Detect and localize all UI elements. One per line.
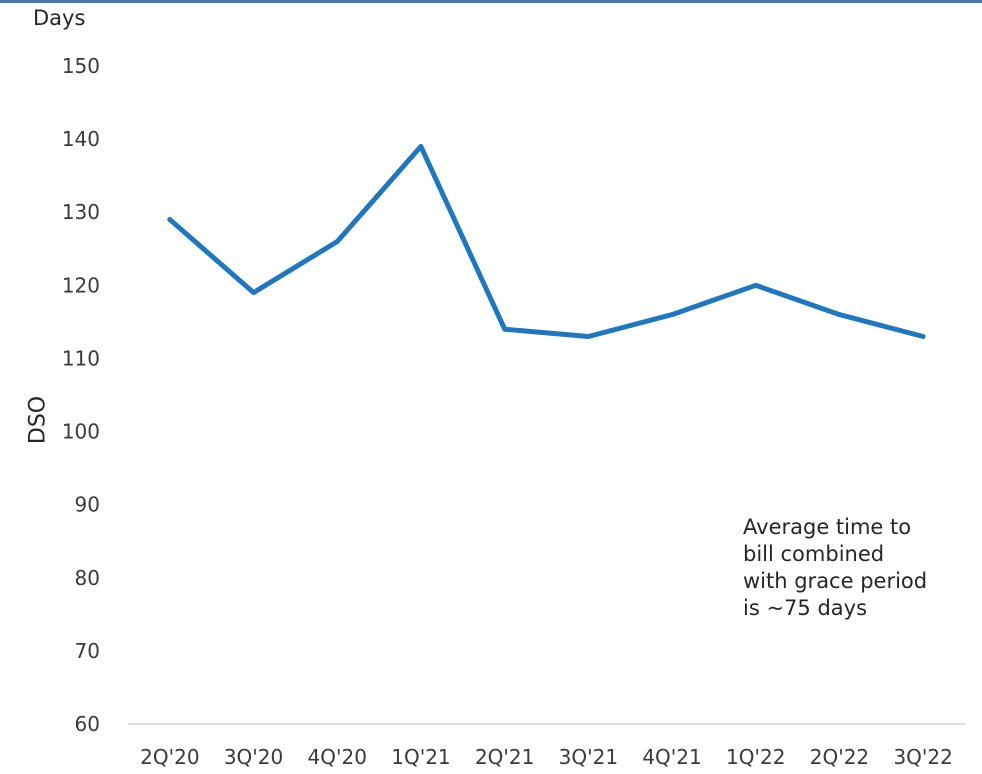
annotation: Average time to bill combined with grace… [743,514,973,622]
x-axis-ticks: 2Q'20 3Q'20 4Q'20 1Q'21 2Q'21 3Q'21 4Q'21 1Q'22… [140,745,953,769]
x-tick-label: 2Q'20 [140,745,199,769]
top-rule [0,0,982,3]
y-axis-ticks: 60 70 80 90 100 110 120 130 140 150 [62,54,100,736]
x-tick-label: 3Q'22 [893,745,952,769]
x-tick-label: 3Q'20 [224,745,283,769]
y-tick-label: 90 [75,493,100,517]
y-tick-label: 60 [75,712,100,736]
x-tick-label: 4Q'20 [308,745,367,769]
y-tick-label: 130 [62,200,100,224]
y-tick-label: 150 [62,54,100,78]
unit-label: Days [33,6,86,30]
y-tick-label: 110 [62,346,100,370]
x-tick-label: 4Q'21 [642,745,701,769]
x-tick-label: 3Q'21 [559,745,618,769]
x-tick-label: 1Q'22 [726,745,785,769]
x-tick-label: 2Q'21 [475,745,534,769]
annotation-line-4: is ~75 days [743,596,868,620]
y-tick-label: 120 [62,273,100,297]
annotation-line-2: bill combined [743,542,885,566]
annotation-line-1: Average time to [743,515,912,539]
y-tick-label: 80 [75,566,100,590]
y-tick-label: 70 [75,639,100,663]
series-line [167,143,926,339]
x-tick-label: 2Q'22 [810,745,869,769]
x-tick-label: 1Q'21 [391,745,450,769]
y-tick-label: 100 [62,420,100,444]
y-tick-label: 140 [62,127,100,151]
annotation-line-3: with grace period [743,569,928,593]
series-group [167,143,926,339]
